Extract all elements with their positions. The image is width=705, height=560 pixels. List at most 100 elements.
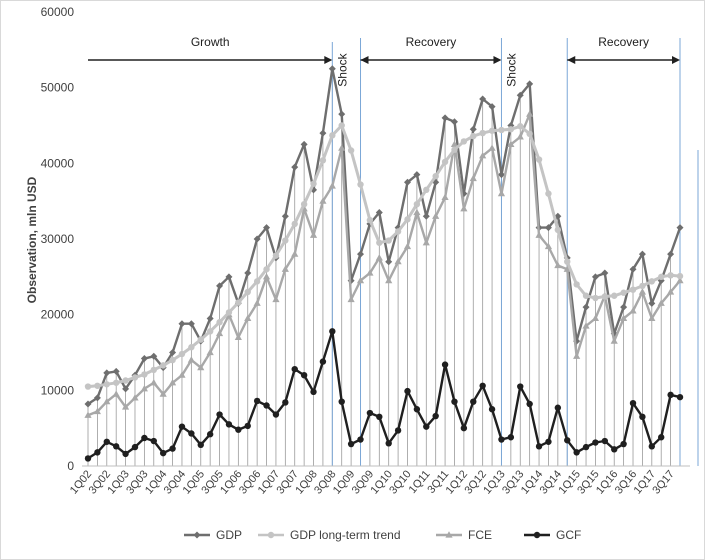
data-point [526, 80, 534, 88]
data-point [657, 299, 665, 306]
data-point [469, 174, 477, 182]
data-point [638, 288, 647, 295]
data-point [658, 434, 665, 441]
data-point [103, 381, 110, 388]
data-point [413, 200, 421, 208]
series-line [87, 112, 681, 417]
data-point [272, 252, 280, 259]
data-point [413, 406, 421, 413]
data-point [150, 366, 157, 374]
data-point [112, 379, 120, 386]
data-point [648, 314, 656, 322]
annotation-label: Growth [191, 35, 230, 49]
data-point [262, 273, 271, 280]
data-point [225, 273, 233, 281]
data-point [479, 382, 486, 389]
data-point [300, 200, 308, 208]
series-fce [84, 110, 684, 418]
data-point [385, 258, 393, 266]
annotation-label: Shock [335, 52, 349, 86]
data-point [84, 400, 92, 408]
data-point [620, 303, 628, 311]
data-point [667, 391, 674, 399]
data-point [441, 158, 449, 166]
data-point [620, 440, 627, 448]
legend: GDP GDP long-term trend FCE GCF [184, 528, 581, 542]
data-point [216, 319, 223, 326]
data-point [554, 404, 562, 411]
data-point [112, 443, 120, 450]
data-point [263, 402, 270, 409]
data-point [403, 242, 412, 250]
data-point [441, 361, 449, 368]
data-point [544, 242, 553, 250]
series-line [87, 330, 681, 460]
data-point [235, 299, 242, 306]
data-point [328, 65, 336, 73]
data-point [197, 441, 204, 449]
data-point [329, 132, 336, 139]
data-point [140, 355, 148, 363]
data-point [338, 110, 346, 118]
data-point [611, 446, 618, 453]
data-point [281, 265, 289, 272]
data-point [159, 362, 167, 369]
data-point [244, 288, 251, 296]
data-point [291, 163, 299, 171]
data-point [422, 212, 430, 220]
data-point [432, 212, 440, 219]
data-point [629, 265, 637, 273]
data-point [460, 424, 468, 432]
data-point [178, 320, 186, 328]
data-point [131, 443, 139, 451]
data-point [188, 344, 195, 351]
data-point [526, 400, 533, 408]
data-point [676, 393, 684, 401]
data-point [479, 95, 487, 103]
data-point [432, 172, 439, 180]
data-point [244, 422, 251, 430]
y-tick-label: 40000 [41, 156, 75, 170]
data-point [564, 258, 571, 265]
data-point [498, 126, 505, 134]
data-point [291, 220, 298, 228]
data-point [450, 140, 459, 148]
data-point [112, 390, 120, 397]
data-point [319, 358, 327, 365]
y-tick-label: 20000 [41, 308, 75, 322]
data-point [356, 276, 365, 284]
data-point [385, 276, 393, 284]
series-gdp-long-term-trend [84, 122, 684, 390]
data-point [394, 427, 402, 434]
data-point [178, 371, 186, 378]
data-point [601, 437, 609, 445]
data-point [413, 208, 421, 216]
data-point [319, 129, 327, 137]
data-point [451, 146, 458, 153]
data-point [150, 378, 158, 386]
data-point [234, 333, 242, 340]
data-point [394, 228, 402, 235]
data-point [404, 216, 411, 223]
data-point [282, 399, 289, 406]
data-point [281, 212, 289, 220]
data-point [187, 356, 195, 363]
phase-annotations: Growth Shock Recovery Shock Recovery [88, 35, 680, 87]
data-point [573, 281, 580, 288]
data-point [187, 320, 195, 328]
data-point [366, 216, 374, 224]
data-point [94, 449, 101, 456]
data-point [488, 127, 496, 134]
data-point [376, 239, 383, 246]
legend-swatch-marker [445, 531, 453, 538]
data-point [291, 365, 298, 373]
data-point [441, 193, 449, 200]
data-point [507, 126, 515, 133]
data-point [357, 250, 365, 258]
data-point [394, 257, 402, 265]
data-point [601, 293, 609, 300]
data-point [526, 110, 534, 117]
data-point [516, 91, 524, 99]
data-point [309, 231, 318, 238]
